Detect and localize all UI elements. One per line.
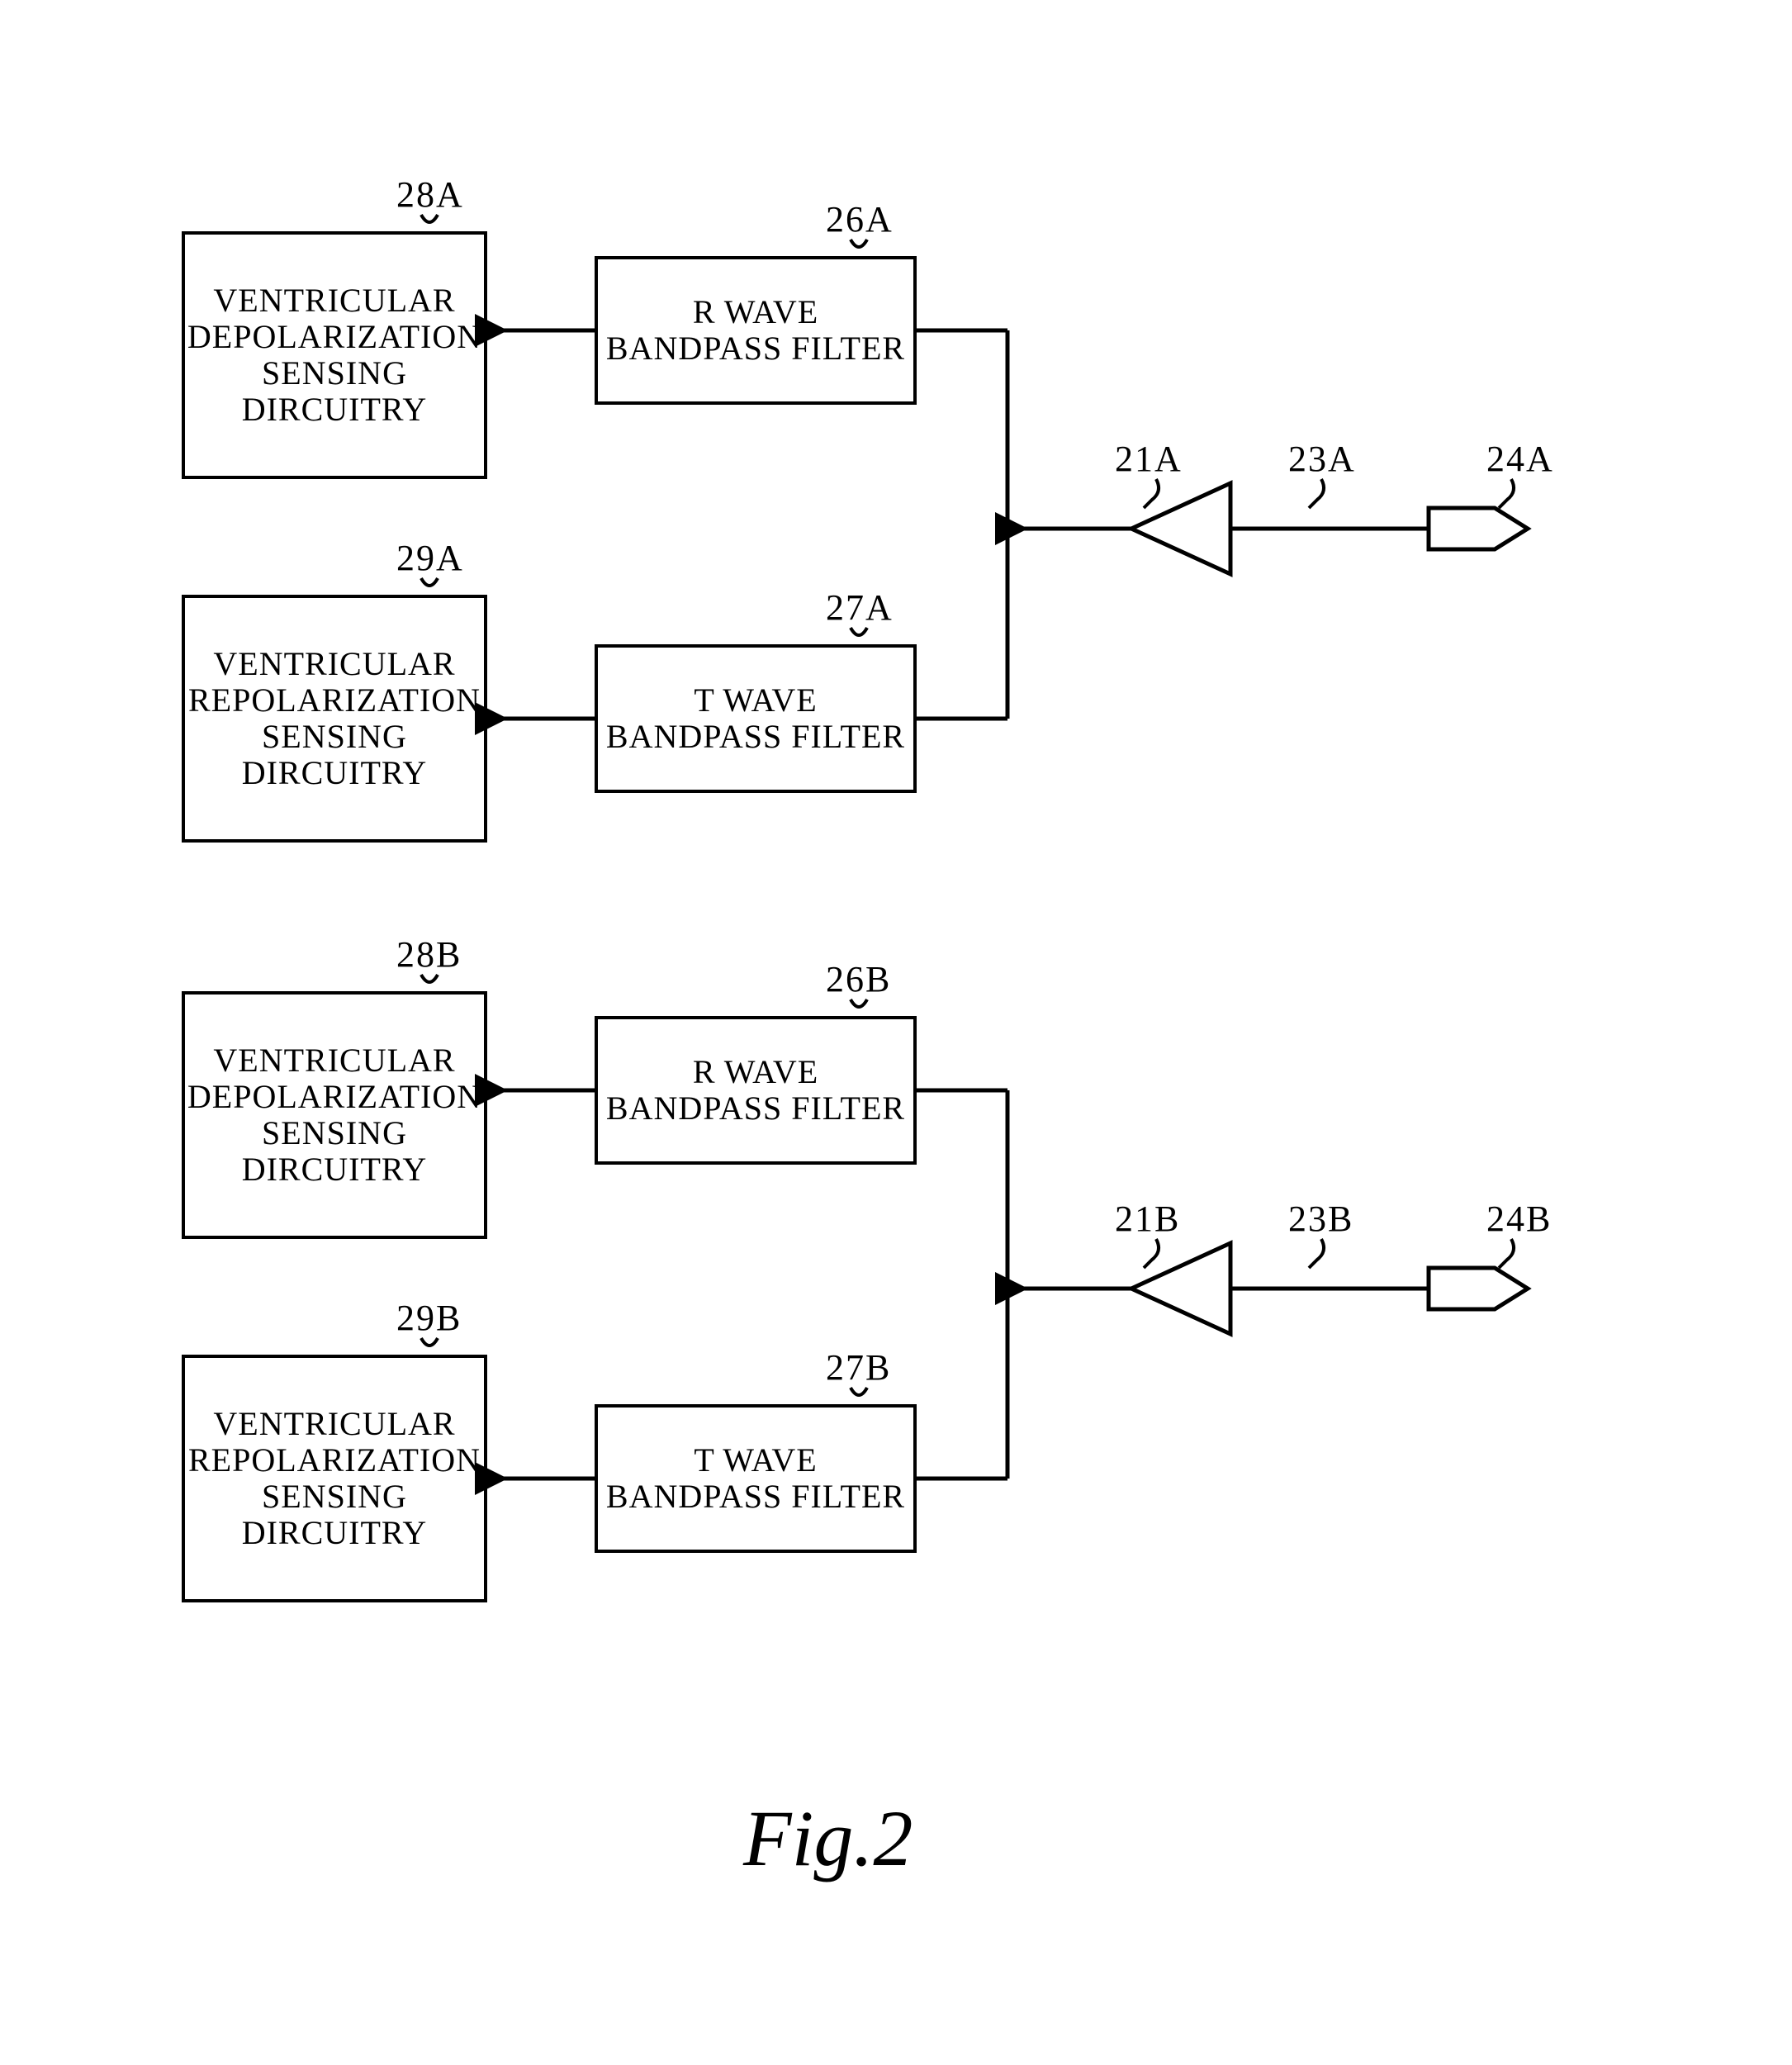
tick-27a <box>851 628 867 635</box>
tick-24a <box>1499 479 1514 508</box>
diagram-canvas: VENTRICULAR DEPOLARIZATION SENSING DIRCU… <box>0 0 1792 2065</box>
connector-24a-icon <box>1429 508 1528 549</box>
tick-28a <box>421 215 438 222</box>
amplifier-21a-icon <box>1131 483 1230 574</box>
diagram-svg <box>0 0 1792 2065</box>
tick-26b <box>851 999 867 1007</box>
tick-23b <box>1309 1239 1324 1268</box>
amplifier-21b-icon <box>1131 1243 1230 1334</box>
tick-24b <box>1499 1239 1514 1268</box>
tick-21a <box>1144 479 1159 508</box>
tick-26a <box>851 240 867 247</box>
tick-23a <box>1309 479 1324 508</box>
tick-28b <box>421 975 438 982</box>
tick-29a <box>421 578 438 586</box>
tick-29b <box>421 1338 438 1346</box>
connector-24b-icon <box>1429 1268 1528 1309</box>
tick-27b <box>851 1388 867 1395</box>
tick-21b <box>1144 1239 1159 1268</box>
